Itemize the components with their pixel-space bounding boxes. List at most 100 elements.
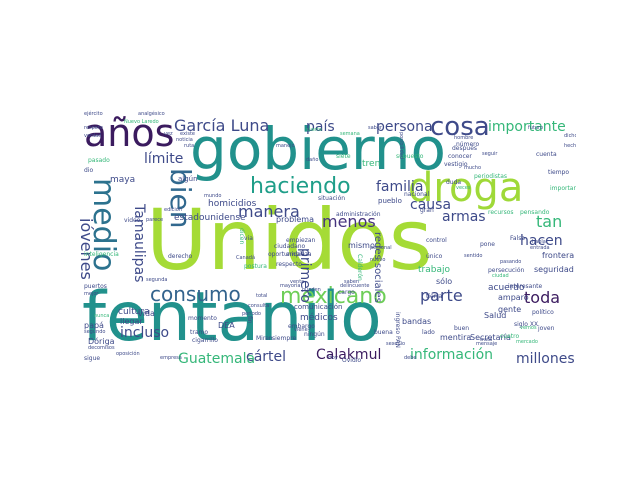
cloud-word: tierra — [426, 293, 443, 300]
cloud-word: tren — [362, 159, 381, 169]
cloud-word: cigarrillo — [192, 337, 218, 344]
cloud-word: después — [452, 145, 478, 152]
cloud-word: Tamaulipas — [131, 204, 147, 283]
cloud-word: persecución — [488, 267, 525, 274]
cloud-word: mundo — [204, 193, 222, 199]
cloud-word: ciudadano — [274, 243, 306, 250]
cloud-word: bandas — [402, 317, 432, 326]
cloud-word: vez — [164, 131, 173, 137]
cloud-word: periodo — [242, 311, 261, 317]
cloud-word: recursos — [488, 209, 514, 216]
cloud-word: frontera — [542, 251, 575, 260]
cloud-word: mismo — [348, 241, 375, 250]
cloud-word: siempre — [272, 335, 297, 342]
cloud-word: Secretaría — [470, 333, 511, 342]
cloud-word: ruta — [184, 143, 195, 149]
cloud-word: Hoy — [328, 355, 338, 361]
cloud-word: límite — [144, 151, 184, 167]
cloud-word: parece — [146, 217, 164, 223]
cloud-word: familia — [376, 179, 424, 195]
cloud-word: Nuevo Laredo — [124, 119, 159, 125]
cloud-word: embargo — [288, 323, 315, 330]
cloud-word: viene — [294, 327, 308, 333]
cloud-word: respeto — [84, 125, 103, 131]
cloud-word: daño — [306, 157, 319, 163]
cloud-word: vestigio — [444, 161, 468, 168]
cloud-word: debe — [404, 355, 417, 361]
cloud-word: Guatemala — [178, 351, 256, 367]
cloud-word: hecho — [564, 143, 576, 149]
cloud-word: mentira — [440, 333, 472, 342]
cloud-word: mensaje — [476, 341, 498, 347]
cloud-word: gobierno — [190, 115, 446, 183]
cloud-word: gran — [420, 207, 434, 214]
cloud-word: mayoría — [280, 283, 301, 289]
cloud-word: entrada — [530, 245, 550, 251]
cloud-word: via — [244, 235, 253, 242]
cloud-word: seguridad — [534, 265, 574, 274]
cloud-word: inteligencia — [84, 251, 119, 258]
cloud-word: ejército — [84, 111, 103, 117]
cloud-word: amparo — [498, 293, 529, 302]
cloud-word: Canadá — [236, 255, 256, 261]
cloud-word: parte — [420, 286, 463, 305]
cloud-word: periodistas — [474, 173, 508, 180]
cloud-word: lado — [422, 329, 435, 336]
cloud-word: edición — [164, 207, 183, 213]
cloud-word: Dóriga — [88, 337, 115, 346]
cloud-word: verdad — [84, 133, 102, 139]
cloud-word: nuevo — [370, 257, 386, 263]
cloud-word: médicos — [300, 313, 338, 323]
cloud-word: noticia — [176, 137, 193, 143]
cloud-word: ningún — [304, 331, 325, 338]
cloud-word: Calakmul — [316, 347, 382, 363]
cloud-word: pueblo — [378, 197, 402, 205]
cloud-word: decomisos — [88, 345, 115, 351]
cloud-word: consulta — [248, 303, 270, 309]
cloud-word: trata — [480, 337, 493, 343]
cloud-word: veces — [456, 185, 471, 191]
cloud-word: acuerdo — [488, 283, 525, 293]
cloud-word: información — [410, 347, 494, 363]
cloud-word: seguir — [482, 151, 498, 157]
cloud-word: postura — [244, 263, 267, 270]
cloud-word: toda — [524, 288, 561, 307]
cloud-word: pensando — [520, 209, 550, 216]
cloud-word: consumo — [150, 282, 241, 306]
cloud-word: momento — [188, 315, 217, 322]
cloud-word: maya — [110, 175, 136, 185]
cloud-word: siglo XX — [514, 321, 539, 328]
cloud-word: incluso — [120, 325, 170, 341]
cloud-word: sexenio — [386, 341, 406, 347]
cloud-word: tiempo — [548, 169, 570, 176]
cloud-word: problema — [276, 215, 315, 224]
cloud-word: oportunidad — [268, 251, 305, 258]
cloud-word: importante — [488, 119, 566, 135]
cloud-word: tan — [536, 212, 563, 231]
cloud-word: joven — [538, 325, 555, 332]
cloud-word: buen — [454, 325, 470, 332]
cloud-word: video — [124, 217, 141, 224]
cloud-word: homicidios — [208, 199, 257, 209]
cloud-word: empresa — [160, 355, 182, 361]
cloud-word: gente — [498, 305, 522, 314]
cloud-word: sigue — [84, 355, 101, 362]
cloud-word: cuenta — [536, 151, 557, 158]
cloud-word: mercado — [516, 339, 538, 345]
cloud-word: Falso — [510, 235, 526, 242]
cloud-word: oposición — [116, 351, 140, 357]
cloud-word: control — [426, 237, 447, 244]
cloud-word: persona — [376, 119, 433, 135]
cloud-word: fin — [246, 316, 253, 324]
cloud-word: armas — [442, 209, 486, 225]
cloud-word: segundo — [84, 329, 106, 335]
cloud-word: DEA — [218, 321, 235, 330]
cloud-word: interesante — [508, 283, 543, 290]
cloud-word: mucho — [464, 165, 482, 171]
cloud-word: cártel — [246, 349, 287, 365]
cloud-word: haciendo — [250, 174, 351, 199]
cloud-word: Calderón — [356, 254, 363, 281]
cloud-word: millones — [516, 351, 575, 367]
cloud-word: cargo — [338, 289, 355, 296]
